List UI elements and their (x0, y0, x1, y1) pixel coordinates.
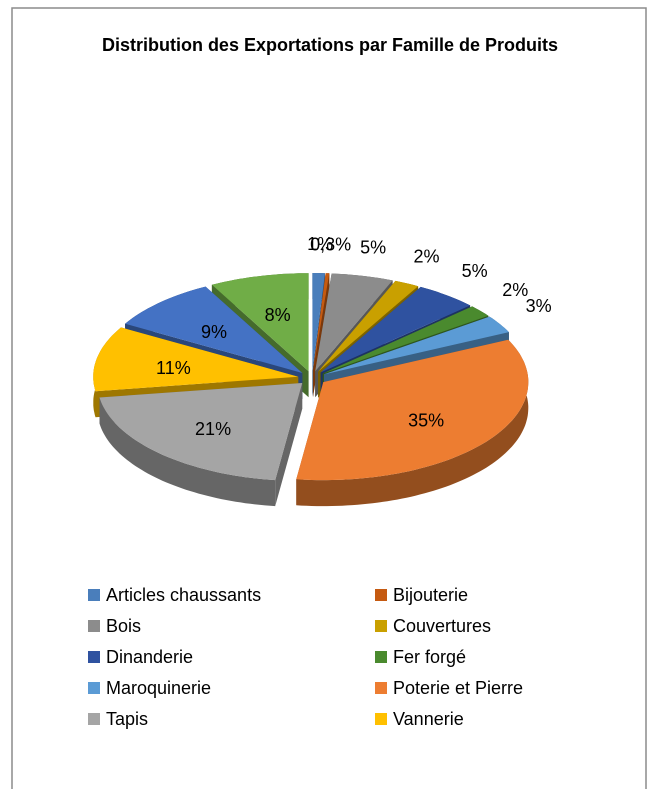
slice-wall (296, 339, 529, 507)
legend-swatch (88, 682, 100, 694)
slice (318, 280, 419, 372)
legend-label: Bois (106, 616, 141, 636)
legend-swatch (88, 589, 100, 601)
legend-label: Couvertures (393, 616, 491, 636)
data-label: 5% (360, 238, 386, 258)
legend-label: Maroquinerie (106, 678, 211, 698)
slice (312, 273, 325, 371)
legend-swatch (375, 651, 387, 663)
slice (322, 306, 489, 374)
legend-label: Dinanderie (106, 647, 193, 667)
data-label: 21% (195, 419, 231, 439)
data-label: 0,3% (310, 235, 351, 255)
legend-swatch (375, 713, 387, 725)
legend-swatch (375, 589, 387, 601)
legend-label: Vannerie (393, 709, 464, 729)
data-label: 11% (156, 358, 191, 378)
data-label: 1% (307, 234, 333, 254)
slice (315, 273, 393, 372)
legend-label: Poterie et Pierre (393, 678, 523, 698)
slice-side (275, 383, 303, 507)
data-label: 3% (526, 296, 552, 316)
slice-wall (99, 397, 276, 507)
slice (99, 383, 303, 481)
chart-title: Distribution des Exportations par Famill… (101, 35, 559, 55)
slice (324, 316, 509, 375)
chart-border (11, 7, 647, 789)
slice (320, 286, 471, 373)
legend-label: Bijouterie (393, 585, 468, 605)
data-label: 5% (462, 261, 488, 281)
data-label: 2% (413, 247, 439, 267)
pie: 1%0,3% 5% 2%5%2%3%35%21%11%9%8% (93, 234, 552, 507)
legend-swatch (88, 651, 100, 663)
data-label: 9% (201, 322, 227, 342)
slice (125, 286, 303, 373)
legend-label: Articles chaussants (106, 585, 261, 605)
data-label: 35% (408, 411, 444, 431)
slice (93, 327, 299, 392)
slice (211, 273, 309, 372)
legend-swatch (375, 620, 387, 632)
legend: Articles chaussants Bijouterie Bois Couvert… (88, 585, 523, 729)
legend-swatch (375, 682, 387, 694)
slice (313, 273, 330, 371)
data-label: 2% (502, 280, 528, 300)
slice (296, 339, 529, 481)
data-label: 8% (265, 305, 291, 325)
legend-swatch (88, 713, 100, 725)
legend-label: Fer forgé (393, 647, 466, 667)
legend-swatch (88, 620, 100, 632)
legend-label: Tapis (106, 709, 148, 729)
